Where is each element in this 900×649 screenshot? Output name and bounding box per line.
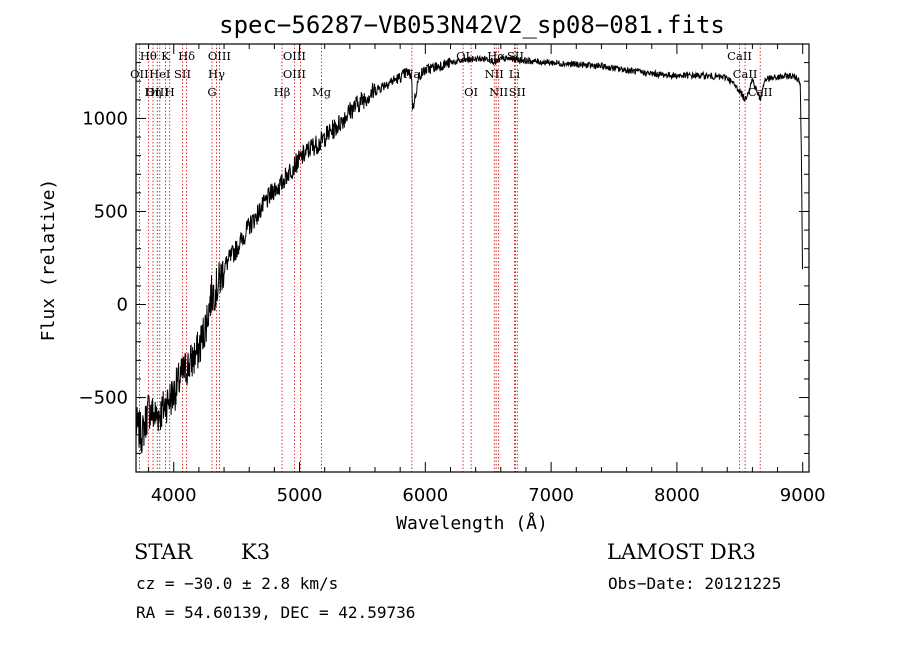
line-label: HeI <box>149 67 170 81</box>
classification: STAR <box>134 540 193 564</box>
y-tick-label: 1000 <box>82 108 128 129</box>
line-label: Hη <box>145 85 162 99</box>
line-label: NII <box>485 67 504 81</box>
y-tick-label: 0 <box>117 295 128 316</box>
x-tick-label: 5000 <box>277 485 323 506</box>
line-label: H <box>165 85 175 99</box>
line-label: Hδ <box>178 49 195 63</box>
line-label: Hγ <box>208 67 225 81</box>
subclass: K3 <box>241 540 271 564</box>
line-label: CaII <box>733 67 758 81</box>
chart-title: spec−56287−VB053N42V2_sp08−081.fits <box>219 11 725 39</box>
line-label: SII <box>509 85 526 99</box>
line-label: Hβ <box>274 85 291 99</box>
y-tick-label: 500 <box>94 201 128 222</box>
line-label: OIII <box>146 85 169 99</box>
x-tick-label: 9000 <box>780 485 826 506</box>
y-tick-label: −500 <box>79 388 128 409</box>
x-tick-label: 7000 <box>528 485 574 506</box>
line-label: Na <box>403 67 420 81</box>
line-label: OI <box>456 49 470 63</box>
line-label: Li <box>509 67 521 81</box>
line-label: OIII <box>208 49 231 63</box>
line-label: OII <box>130 67 149 81</box>
line-label: CaII <box>727 49 752 63</box>
line-label: OIII <box>283 67 306 81</box>
obs-date: Obs−Date: 20121225 <box>608 574 782 593</box>
line-label: OIII <box>283 49 306 63</box>
redshift-readout: cz = −30.0 ± 2.8 km/s <box>136 574 339 593</box>
line-label: NII <box>489 85 508 99</box>
line-label: G <box>207 85 216 99</box>
x-tick-label: 8000 <box>654 485 700 506</box>
line-label: K <box>161 49 170 63</box>
line-label: CaII <box>748 85 773 99</box>
line-label: OI <box>464 85 478 99</box>
spectrum-line <box>135 54 803 454</box>
survey-name: LAMOST DR3 <box>607 540 756 564</box>
coordinates: RA = 54.60139, DEC = 42.59736 <box>136 603 416 622</box>
spectrum-series <box>135 54 803 454</box>
x-tick-label: 6000 <box>402 485 448 506</box>
line-label: SII <box>174 67 191 81</box>
line-label: SII <box>507 49 524 63</box>
axes: 4000 5000 6000 7000 8000 9000 −500 0 500 1000 <box>79 44 826 506</box>
line-markers <box>138 44 761 472</box>
line-label: Mg <box>312 85 332 99</box>
plot-frame <box>135 43 810 473</box>
x-axis-label: Wavelength (Å) <box>396 512 548 534</box>
line-label: Hα <box>487 49 505 63</box>
y-axis-label: Flux (relative) <box>38 179 59 342</box>
line-label: Hθ <box>140 49 157 63</box>
x-tick-label: 4000 <box>151 485 197 506</box>
